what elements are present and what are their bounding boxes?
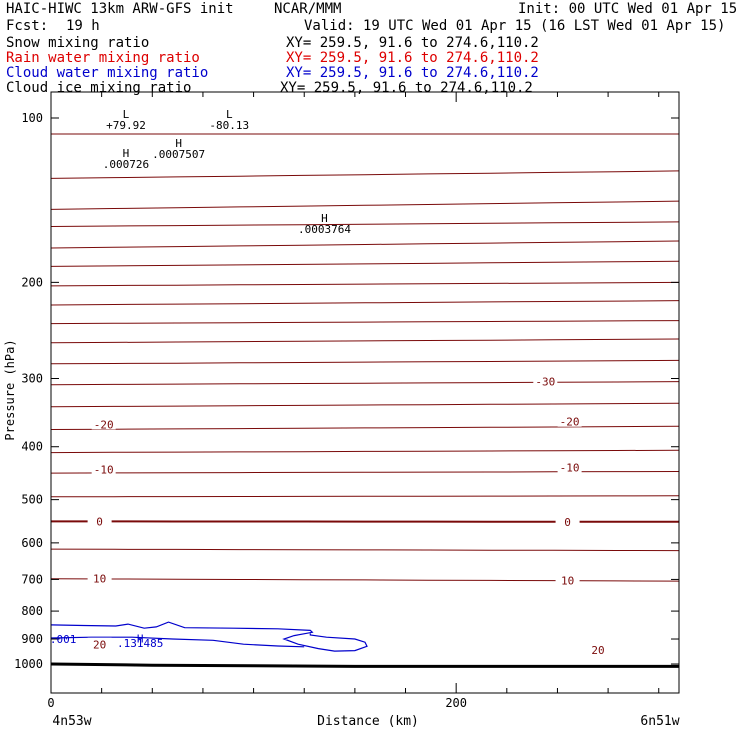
isotherm-line [50, 495, 680, 498]
x-tick-label: 0 [47, 696, 54, 710]
isotherm-label: 20 [93, 639, 106, 652]
isotherm-line [50, 449, 680, 454]
isotherm-line [50, 300, 680, 306]
fcst-value: 19 h [66, 18, 100, 34]
init-time: Init: 00 UTC Wed 01 Apr 15 [518, 1, 738, 17]
isotherm-label: -10 [94, 463, 114, 476]
cloud-water-label: H [137, 632, 144, 645]
x-endpoint-left: 4n53w [52, 714, 91, 729]
isotherm-line [50, 320, 680, 325]
extremum-value: +79.92 [106, 119, 146, 132]
isotherm-line [50, 200, 680, 210]
cloud-water-contour [50, 636, 305, 648]
isotherm-line [50, 425, 680, 430]
isotherm-line [50, 240, 680, 249]
legend-cloudwater-label: Cloud water mixing ratio [6, 65, 209, 81]
isotherm-line [50, 221, 680, 227]
isotherm-label-bg [87, 637, 112, 650]
extremum-symbol: H [175, 137, 182, 150]
isotherm-label: -30 [535, 376, 555, 389]
org-label: NCAR/MMM [274, 1, 342, 17]
fcst-label: Fcst: [6, 18, 49, 34]
isotherm-label-bg [91, 462, 116, 475]
isotherm-label-bg [555, 573, 580, 586]
isotherm-line [50, 338, 680, 344]
isotherm-label-bg [585, 642, 610, 655]
isotherm-label: -10 [560, 462, 580, 475]
y-tick-label: 500 [21, 493, 43, 507]
extremum-value: .0003764 [298, 223, 351, 236]
isotherm-label: 10 [93, 573, 106, 586]
isotherm-label: 20 [591, 644, 604, 657]
isotherm-line [50, 381, 680, 386]
model-title: HAIC-HIWC 13km ARW-GFS init [6, 1, 234, 17]
isotherm-label: 0 [564, 516, 571, 529]
extremum-symbol: L [123, 108, 130, 121]
extremum-value: -80.13 [209, 119, 249, 132]
isotherm-label: 10 [561, 574, 574, 587]
y-tick-label: 400 [21, 440, 43, 454]
extremum-symbol: H [123, 147, 130, 160]
extremum-value: .0007507 [152, 148, 205, 161]
legend-rain-xy: XY= 259.5, 91.6 to 274.6,110.2 [286, 50, 539, 66]
x-tick-label: 200 [445, 696, 467, 710]
legend-rain-label: Rain water mixing ratio [6, 50, 200, 66]
isotherm-label-bg [91, 417, 116, 430]
isotherm-label-bg [555, 514, 580, 527]
y-tick-label: 100 [21, 111, 43, 125]
x-axis-title: Distance (km) [317, 714, 419, 729]
isotherm-label-bg [87, 571, 112, 584]
cloud-water-label: .131485 [117, 637, 163, 650]
y-tick-label: 700 [21, 572, 43, 586]
isotherm-label-bg [87, 514, 112, 527]
isotherm-label-bg [533, 374, 558, 387]
y-tick-label: 300 [21, 372, 43, 386]
surface-line [50, 662, 679, 668]
isotherm-line [50, 281, 680, 287]
isotherm-label: -20 [560, 416, 580, 429]
isotherm-line [50, 471, 680, 474]
isotherm-label-bg [557, 414, 582, 427]
cloud-water-contour [50, 621, 368, 652]
y-tick-label: 1000 [14, 657, 43, 671]
isotherm-line [50, 260, 680, 267]
legend-snow-xy: XY= 259.5, 91.6 to 274.6,110.2 [286, 35, 539, 51]
valid-time: Valid: 19 UTC Wed 01 Apr 15 (16 LST Wed … [304, 18, 726, 34]
cloud-water-label: .001 [50, 633, 77, 646]
isotherm-line [50, 170, 680, 179]
y-tick-label: 900 [21, 632, 43, 646]
y-tick-label: 800 [21, 604, 43, 618]
isotherm-line [50, 359, 680, 365]
isotherm-line [50, 402, 680, 408]
y-tick-label: 600 [21, 536, 43, 550]
isotherm-label: 0 [96, 515, 103, 528]
y-tick-label: 200 [21, 275, 43, 289]
x-endpoint-right: 6n51w [640, 714, 679, 729]
isotherm-line [50, 578, 680, 582]
extremum-symbol: H [321, 212, 328, 225]
isotherm-label: -20 [94, 418, 114, 431]
plot-frame [50, 91, 680, 694]
extremum-value: .000726 [103, 158, 149, 171]
legend-cloudwater-xy: XY= 259.5, 91.6 to 274.6,110.2 [286, 65, 539, 81]
extremum-symbol: L [226, 108, 233, 121]
y-axis-title: Pressure (hPa) [3, 339, 17, 440]
isotherm-label-bg [557, 460, 582, 473]
isotherm-line [50, 548, 680, 552]
legend-snow-label: Snow mixing ratio [6, 35, 150, 51]
